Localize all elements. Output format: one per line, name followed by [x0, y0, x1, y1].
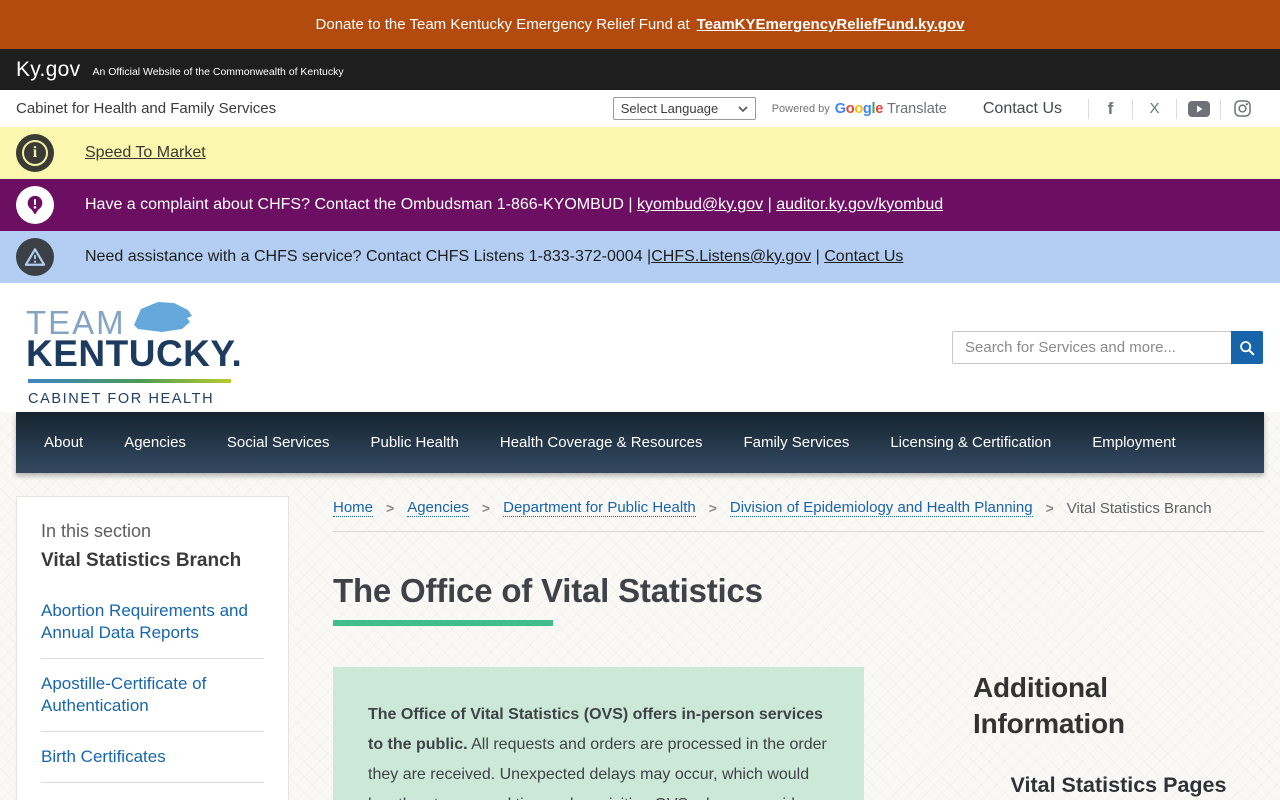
separator: | [811, 248, 825, 265]
x-twitter-icon[interactable]: X [1149, 100, 1160, 117]
facebook-icon[interactable]: f [1107, 98, 1114, 118]
logo-gradient-rule [28, 379, 231, 383]
section-sidebar: In this section Vital Statistics Branch … [16, 496, 289, 800]
team-kentucky-logo[interactable]: TEAM KENTUCKY. CABINET FOR HEALTH AND FA… [26, 299, 242, 429]
breadcrumb-current: Vital Statistics Branch [1066, 499, 1212, 517]
chevron-down-icon [738, 105, 748, 112]
official-website-text: An Official Website of the Commonwealth … [92, 65, 344, 78]
notice-box: The Office of Vital Statistics (OVS) off… [333, 667, 864, 800]
notice-text: All requests and orders are processed in… [368, 736, 827, 800]
sidebar-link-birth-certificates[interactable]: Birth Certificates [41, 747, 166, 767]
utility-bar: Cabinet for Health and Family Services S… [0, 90, 1280, 127]
google-translate-label: Translate [886, 100, 947, 117]
breadcrumb-epidemiology[interactable]: Division of Epidemiology and Health Plan… [729, 499, 1033, 517]
breadcrumb-agencies[interactable]: Agencies [407, 499, 469, 517]
kygov-topbar: Ky.gov An Official Website of the Common… [0, 49, 1280, 90]
ombudsman-text: Have a complaint about CHFS? Contact the… [85, 196, 624, 213]
site-name: Cabinet for Health and Family Services [16, 100, 277, 117]
breadcrumb-separator: > [386, 500, 395, 516]
vital-statistics-pages-heading: Vital Statistics Pages [1010, 773, 1227, 797]
utility-right: Select Language Powered by Google Transl… [612, 97, 1264, 120]
divider [1220, 98, 1221, 119]
logo-kentucky-text: KENTUCKY. [26, 333, 243, 374]
google-logo: Google [834, 100, 883, 117]
breadcrumb-public-health[interactable]: Department for Public Health [503, 499, 696, 517]
kentucky-state-icon [133, 302, 192, 332]
logo-team-text: TEAM [26, 304, 126, 341]
sidebar-title: Vital Statistics Branch [41, 550, 242, 571]
nav-item-social-services[interactable]: Social Services [226, 434, 330, 451]
nav-item-public-health[interactable]: Public Health [370, 434, 459, 451]
nav-item-about[interactable]: About [44, 434, 84, 451]
instagram-icon[interactable] [1221, 100, 1264, 117]
divider [1088, 98, 1089, 119]
divider [333, 531, 1264, 532]
search-icon [1240, 340, 1255, 355]
donate-banner-text: Donate to the Team Kentucky Emergency Re… [315, 16, 690, 33]
search-input[interactable] [952, 331, 1231, 364]
additional-information: Additional Information Vital Statistics … [973, 670, 1264, 798]
masthead: TEAM KENTUCKY. CABINET FOR HEALTH AND FA… [0, 283, 1280, 427]
chfs-listens-text: Need assistance with a CHFS service? Con… [85, 248, 652, 265]
chfs-listens-email-link[interactable]: CHFS.Listens@ky.gov [651, 248, 812, 265]
sidebar-link-apostille[interactable]: Apostille-Certificate of Authentication [41, 674, 207, 716]
list-item: Birth Certificates [41, 732, 264, 784]
breadcrumb-home[interactable]: Home [333, 499, 374, 517]
powered-by-label: Powered by [771, 102, 830, 115]
speed-to-market-link[interactable]: Speed To Market [85, 144, 206, 161]
nav-item-health-coverage[interactable]: Health Coverage & Resources [499, 434, 703, 451]
ombudsman-auditor-link[interactable]: auditor.ky.gov/kyombud [776, 196, 944, 213]
sidebar-link-certificate-purchase[interactable]: Certificate Purchase Options [41, 797, 264, 800]
sidebar-eyebrow: In this section [41, 521, 152, 541]
additional-information-title: Additional Information [973, 672, 1125, 739]
divider [1176, 98, 1177, 119]
breadcrumb-separator: > [481, 500, 491, 516]
nav-item-employment[interactable]: Employment [1092, 434, 1176, 451]
nav-item-family-services[interactable]: Family Services [743, 434, 850, 451]
warning-triangle-icon [16, 238, 54, 276]
chfs-listens-banner: Need assistance with a CHFS service? Con… [0, 231, 1280, 283]
info-icon: i [16, 134, 54, 172]
pin-exclamation-icon [16, 186, 54, 224]
sidebar-link-abortion-reports[interactable]: Abortion Requirements and Annual Data Re… [41, 601, 248, 643]
ombudsman-banner: Have a complaint about CHFS? Contact the… [0, 179, 1280, 231]
kygov-brand[interactable]: Ky.gov [16, 57, 81, 81]
nav-item-licensing[interactable]: Licensing & Certification [890, 434, 1052, 451]
language-select-value: Select Language [620, 101, 719, 116]
speed-to-market-banner: i Speed To Market [0, 127, 1280, 179]
contact-us-link[interactable]: Contact Us [982, 99, 1062, 117]
title-accent-rule [333, 620, 553, 626]
divider [1132, 98, 1133, 119]
breadcrumb-separator: > [708, 500, 717, 516]
page-body: About Agencies Social Services Public He… [0, 412, 1280, 800]
separator: | [623, 196, 637, 213]
social-links: f X [1088, 98, 1264, 119]
breadcrumb: Home > Agencies > Department for Public … [333, 499, 1212, 517]
main-navigation: About Agencies Social Services Public He… [16, 412, 1264, 473]
donate-banner-link[interactable]: TeamKYEmergencyReliefFund.ky.gov [696, 16, 965, 33]
ombudsman-email-link[interactable]: kyombud@ky.gov [636, 196, 764, 213]
donate-banner: Donate to the Team Kentucky Emergency Re… [0, 0, 1280, 49]
list-item: Certificate Purchase Options [41, 783, 264, 800]
breadcrumb-separator: > [1045, 500, 1054, 516]
chfs-listens-contact-link[interactable]: Contact Us [824, 248, 904, 265]
notice-bold-text: The Office of Vital Statistics (OVS) off… [368, 706, 823, 753]
separator: | [763, 196, 777, 213]
logo-cabinet-line1: CABINET FOR HEALTH [28, 391, 215, 407]
site-search [952, 331, 1263, 364]
nav-item-agencies[interactable]: Agencies [124, 434, 186, 451]
search-button[interactable] [1231, 331, 1263, 364]
youtube-icon[interactable] [1177, 100, 1220, 117]
list-item: Apostille-Certificate of Authentication [41, 659, 264, 733]
list-item: Abortion Requirements and Annual Data Re… [41, 586, 264, 660]
page-title: The Office of Vital Statistics [333, 572, 763, 609]
language-select[interactable]: Select Language [612, 97, 756, 120]
